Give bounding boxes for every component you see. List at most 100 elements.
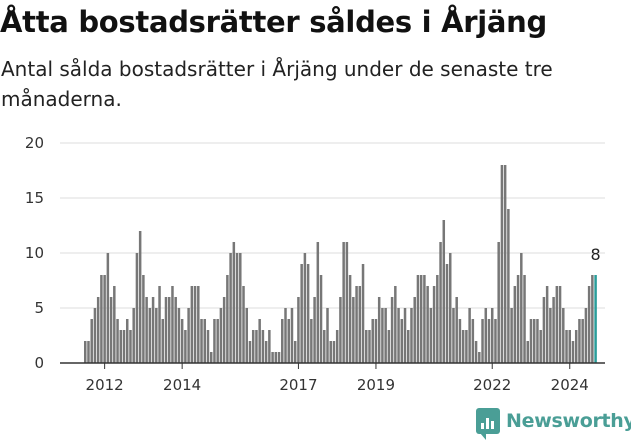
- bar: [303, 253, 307, 363]
- bar: [429, 308, 433, 363]
- bar: [497, 242, 500, 363]
- bar: [381, 308, 384, 363]
- bar: [407, 330, 410, 363]
- bar: [132, 308, 135, 363]
- bar: [293, 341, 297, 363]
- bar: [242, 286, 245, 363]
- bar: [552, 297, 555, 363]
- brand-name: Newsworthy: [506, 410, 631, 432]
- bar: [129, 330, 132, 363]
- bar: [355, 286, 358, 363]
- bar: [226, 275, 229, 363]
- bar: [568, 330, 571, 363]
- y-tick-label: 10: [25, 244, 44, 262]
- bar: [468, 308, 471, 363]
- page-subtitle: Antal sålda bostadsrätter i Årjäng under…: [1, 57, 553, 111]
- bar: [416, 275, 420, 363]
- bar: [167, 297, 171, 363]
- bar: [84, 341, 87, 363]
- bar: [268, 330, 271, 363]
- bar: [510, 308, 513, 363]
- bar: [145, 297, 148, 363]
- bar: [368, 330, 371, 363]
- bar: [490, 308, 494, 363]
- bar: [200, 319, 203, 363]
- bar: [113, 286, 116, 363]
- bar: [329, 341, 332, 363]
- bar: [410, 308, 413, 363]
- bar: [503, 165, 507, 363]
- bar: [232, 242, 236, 363]
- bar: [319, 275, 323, 363]
- bar: [584, 308, 588, 363]
- bar: [481, 319, 484, 363]
- bar: [558, 286, 562, 363]
- x-tick-label: 2012: [86, 376, 124, 394]
- bar: [209, 352, 213, 363]
- bar: [565, 330, 568, 363]
- bar: [581, 319, 584, 363]
- bar: [142, 275, 145, 363]
- brand-logo: Newsworthy: [476, 405, 631, 440]
- bar: [190, 286, 194, 363]
- bar: [255, 330, 258, 363]
- y-tick-label: 20: [25, 134, 44, 152]
- bar: [413, 297, 416, 363]
- bar: [332, 341, 336, 363]
- bar: [271, 352, 274, 363]
- bar: [281, 319, 284, 363]
- bar: [520, 253, 523, 363]
- highlight-data-label: 8: [590, 245, 600, 264]
- bar: [397, 308, 400, 363]
- bar: [287, 319, 290, 363]
- bar: [403, 308, 407, 363]
- bar: [436, 275, 439, 363]
- bar: [158, 286, 161, 363]
- bar: [426, 286, 429, 363]
- bar: [448, 253, 452, 363]
- y-axis-labels: 0 5 10 15 20: [25, 134, 44, 372]
- bar: [494, 319, 497, 363]
- bar: [138, 231, 142, 363]
- bar: [203, 319, 207, 363]
- bar: [371, 319, 374, 363]
- bar: [591, 275, 594, 363]
- bar: [419, 275, 423, 363]
- bar: [197, 286, 200, 363]
- bar: [125, 319, 129, 363]
- x-tick-label: 2024: [551, 376, 589, 394]
- bar: [187, 308, 190, 363]
- bar: [106, 253, 110, 363]
- x-tick-label: 2019: [357, 376, 395, 394]
- bar: [361, 264, 365, 363]
- bar: [100, 275, 103, 363]
- bar: [387, 330, 391, 363]
- page-title: Åtta bostadsrätter såldes i Årjäng: [0, 5, 547, 39]
- bar: [245, 308, 248, 363]
- bar: [587, 286, 591, 363]
- bar: [122, 330, 126, 363]
- bar: [500, 165, 504, 363]
- bar: [578, 319, 581, 363]
- bar: [251, 330, 255, 363]
- bar: [539, 330, 542, 363]
- bar: [374, 319, 378, 363]
- bar: [284, 308, 287, 363]
- bar: [513, 286, 517, 363]
- bar: [235, 253, 239, 363]
- bar: [348, 275, 352, 363]
- bar: [526, 341, 530, 363]
- y-tick-label: 0: [34, 354, 44, 372]
- bar: [523, 275, 526, 363]
- bar: [171, 286, 174, 363]
- bar: [248, 341, 252, 363]
- bar: [458, 319, 462, 363]
- bar: [277, 352, 281, 363]
- bar: [529, 319, 533, 363]
- bar: [507, 209, 510, 363]
- bar: [571, 341, 575, 363]
- bar: [326, 308, 329, 363]
- x-axis: 2012 2014 2017 2019 2022 2024: [60, 362, 605, 394]
- bar: [335, 330, 339, 363]
- bar: [439, 242, 442, 363]
